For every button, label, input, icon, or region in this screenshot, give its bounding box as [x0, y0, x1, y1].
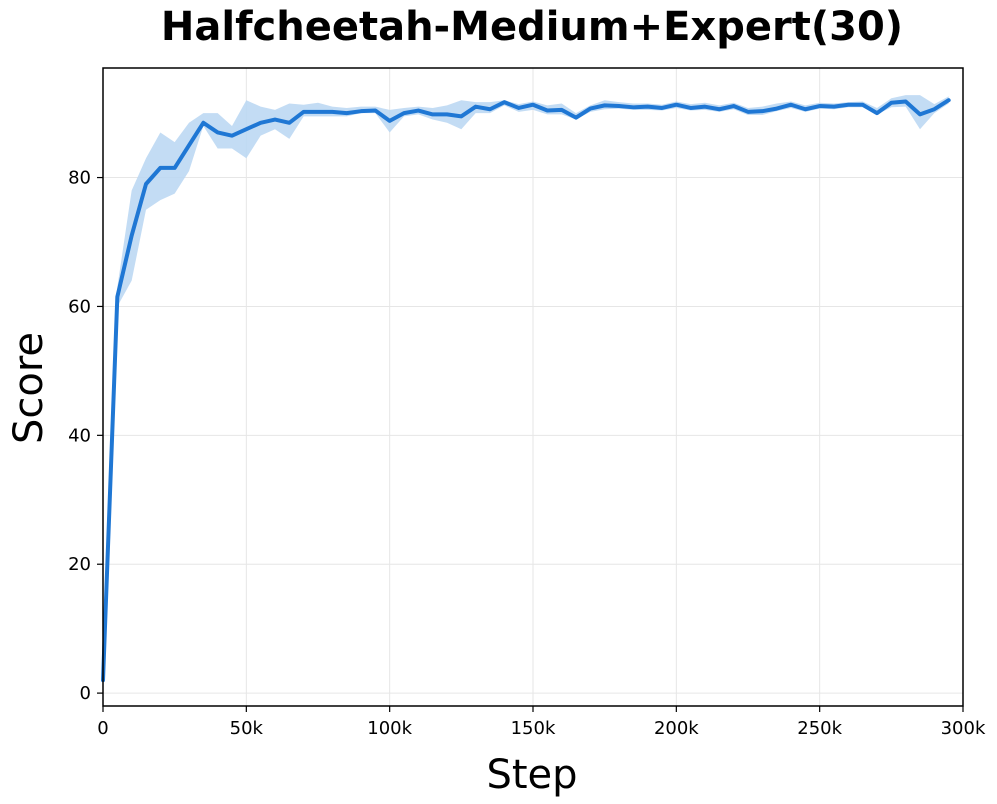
y-tick-label: 60 [68, 296, 91, 317]
y-tick-label: 0 [80, 683, 91, 704]
x-axis-label: Step [486, 752, 577, 798]
x-tick-label: 0 [97, 718, 108, 739]
y-tick-label: 40 [68, 425, 91, 446]
x-tick-label: 250k [797, 718, 842, 739]
y-tick-label: 80 [68, 168, 91, 189]
grid-lines [102, 68, 964, 706]
x-axis-ticks: 0 50k 100k 150k 200k 250k 300k [97, 706, 986, 739]
x-tick-label: 150k [511, 718, 556, 739]
confidence-bands [103, 95, 949, 687]
series-line [101, 98, 951, 683]
chart-title: Halfcheetah-Medium+Expert(30) [161, 4, 903, 50]
confidence-band [103, 95, 949, 687]
x-tick-label: 200k [654, 718, 699, 739]
x-tick-label: 100k [367, 718, 412, 739]
y-axis-label: Score [6, 332, 52, 444]
x-tick-label: 300k [941, 718, 986, 739]
y-axis-ticks: 0 20 40 60 80 [68, 168, 103, 704]
series-lines [101, 98, 951, 683]
y-tick-label: 20 [68, 554, 91, 575]
x-tick-label: 50k [230, 718, 264, 739]
